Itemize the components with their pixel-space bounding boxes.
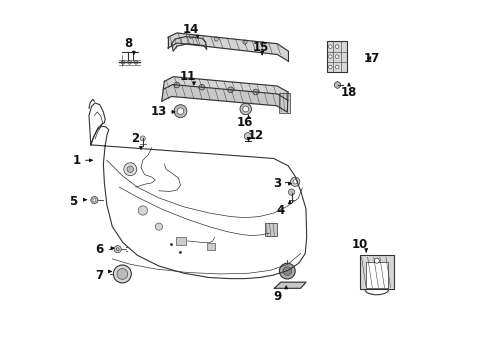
Circle shape — [174, 82, 180, 88]
Text: 15: 15 — [253, 41, 270, 54]
Circle shape — [335, 45, 339, 48]
Text: 13: 13 — [151, 105, 167, 118]
Bar — [265, 223, 277, 235]
Text: 16: 16 — [237, 116, 253, 129]
Circle shape — [93, 199, 96, 202]
Circle shape — [113, 265, 131, 283]
Circle shape — [374, 258, 379, 263]
Circle shape — [240, 103, 251, 115]
Circle shape — [289, 189, 295, 195]
Circle shape — [114, 246, 122, 253]
Circle shape — [91, 197, 98, 204]
Circle shape — [179, 251, 182, 254]
Circle shape — [155, 223, 163, 230]
Bar — [360, 255, 394, 289]
Polygon shape — [274, 282, 306, 288]
Circle shape — [189, 34, 194, 39]
Circle shape — [177, 108, 184, 114]
Circle shape — [329, 55, 332, 58]
Circle shape — [170, 243, 173, 246]
Circle shape — [174, 105, 187, 118]
Circle shape — [329, 65, 332, 69]
Circle shape — [261, 42, 265, 46]
Text: 14: 14 — [182, 23, 198, 36]
Text: 1: 1 — [73, 154, 80, 167]
Text: 11: 11 — [179, 69, 196, 82]
Circle shape — [214, 37, 219, 41]
Text: 2: 2 — [131, 132, 140, 145]
Circle shape — [128, 60, 131, 64]
Circle shape — [253, 89, 259, 95]
Polygon shape — [168, 33, 288, 61]
Circle shape — [293, 180, 297, 184]
Text: 18: 18 — [341, 86, 357, 99]
Bar — [207, 243, 215, 250]
Polygon shape — [163, 77, 288, 100]
Circle shape — [138, 206, 147, 215]
Text: 4: 4 — [277, 204, 285, 217]
Circle shape — [245, 133, 251, 140]
Circle shape — [279, 263, 295, 279]
Circle shape — [140, 136, 146, 141]
Text: 8: 8 — [124, 37, 133, 50]
Circle shape — [122, 60, 125, 64]
Circle shape — [335, 65, 339, 69]
Text: 17: 17 — [364, 51, 380, 64]
Text: 6: 6 — [96, 243, 104, 256]
Circle shape — [228, 87, 234, 93]
Polygon shape — [335, 81, 341, 89]
Bar — [366, 262, 389, 288]
Text: 9: 9 — [273, 290, 281, 303]
Circle shape — [329, 45, 332, 48]
Text: 12: 12 — [247, 129, 264, 142]
Text: 10: 10 — [352, 238, 368, 251]
Circle shape — [124, 163, 137, 176]
Circle shape — [283, 267, 292, 275]
Circle shape — [199, 84, 205, 90]
Circle shape — [127, 166, 133, 172]
Polygon shape — [162, 85, 288, 112]
Circle shape — [117, 269, 128, 279]
Text: 5: 5 — [70, 195, 78, 208]
Circle shape — [291, 177, 300, 186]
Bar — [176, 237, 186, 245]
Circle shape — [243, 40, 247, 44]
Circle shape — [134, 60, 138, 64]
Polygon shape — [172, 37, 207, 51]
Circle shape — [243, 106, 248, 112]
Circle shape — [335, 55, 339, 58]
Text: 7: 7 — [96, 269, 104, 282]
Bar — [279, 93, 290, 113]
Bar — [327, 41, 347, 72]
Text: 3: 3 — [273, 177, 281, 190]
